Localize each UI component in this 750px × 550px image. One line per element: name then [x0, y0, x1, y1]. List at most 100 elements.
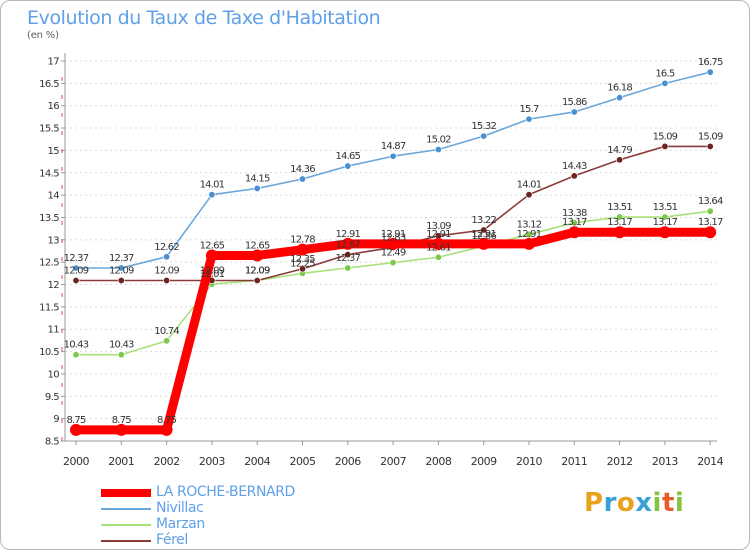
- data-point: [341, 237, 354, 250]
- data-label: 12.09: [200, 266, 225, 277]
- data-label: 14.79: [607, 145, 632, 156]
- data-label: 10.43: [64, 340, 89, 351]
- data-label: 12.09: [245, 266, 270, 277]
- logo-letter: i: [652, 488, 662, 518]
- data-label: 12.09: [245, 266, 270, 277]
- x-tick-label: 2011: [561, 455, 587, 468]
- data-point: [613, 226, 626, 239]
- data-label: 14.01: [517, 180, 542, 191]
- data-point: [117, 277, 125, 285]
- data-point: [115, 423, 128, 436]
- data-point: [525, 230, 533, 238]
- data-label: 10.43: [109, 340, 134, 351]
- x-tick-label: 2009: [471, 455, 497, 468]
- y-tick-label: 14.5: [39, 168, 59, 179]
- y-tick-label: 10: [47, 369, 59, 380]
- data-label: 8.75: [66, 415, 86, 426]
- y-tick-label: 14: [47, 191, 59, 202]
- x-tick-label: 2000: [63, 455, 89, 468]
- data-point: [568, 226, 581, 239]
- data-point: [298, 265, 306, 273]
- data-label: 12.86: [471, 231, 496, 242]
- data-label: 12.37: [64, 253, 89, 264]
- data-point: [344, 162, 352, 170]
- data-label: 12.37: [109, 253, 134, 264]
- data-label: 16.75: [698, 57, 723, 68]
- chart-title: Evolution du Taux de Taxe d'Habitation: [27, 7, 381, 29]
- data-point: [251, 249, 264, 262]
- data-label: 14.43: [562, 161, 587, 172]
- data-label: 8.75: [112, 415, 132, 426]
- y-tick-label: 12: [47, 280, 59, 291]
- data-label: 15.86: [562, 97, 587, 108]
- data-label: 12.91: [335, 229, 360, 240]
- data-point: [163, 253, 171, 261]
- y-tick-label: 15.5: [39, 124, 59, 135]
- y-tick-label: 9.5: [45, 392, 59, 403]
- y-tick-label: 15: [47, 146, 59, 157]
- legend-swatch: [101, 540, 151, 542]
- data-point: [706, 207, 714, 215]
- data-point: [253, 184, 261, 192]
- data-label: 13.17: [562, 217, 587, 228]
- data-label: 13.09: [426, 221, 451, 232]
- data-label: 12.65: [245, 240, 270, 251]
- data-label: 13.12: [517, 219, 542, 230]
- legend-label: Nivillac: [156, 500, 204, 516]
- data-label: 13.51: [607, 202, 632, 213]
- data-point: [523, 237, 535, 250]
- data-point: [616, 213, 624, 221]
- data-point: [570, 108, 578, 116]
- data-label: 13.64: [698, 196, 723, 207]
- data-label: 12.37: [335, 253, 360, 264]
- data-point: [706, 68, 714, 76]
- data-label: 12.09: [154, 266, 179, 277]
- data-point: [387, 237, 400, 250]
- legend-label: LA ROCHE-BERNARD: [156, 484, 295, 500]
- y-tick-label: 13.5: [39, 213, 59, 224]
- data-point: [480, 132, 488, 140]
- y-tick-label: 8.5: [45, 437, 59, 448]
- data-label: 8.75: [157, 415, 177, 426]
- data-point: [704, 226, 717, 239]
- data-point: [205, 249, 218, 262]
- data-label: 10.74: [154, 326, 179, 337]
- data-label: 12.67: [335, 240, 360, 251]
- data-point: [253, 277, 261, 285]
- data-point: [661, 79, 669, 87]
- legend-swatch: [101, 508, 151, 510]
- data-point: [72, 351, 80, 359]
- legend-item: LA ROCHE-BERNARD: [101, 484, 401, 500]
- data-label: 12.49: [381, 248, 406, 259]
- x-tick-label: 2003: [199, 455, 225, 468]
- data-label: 14.36: [290, 164, 315, 175]
- y-tick-label: 12.5: [39, 258, 59, 269]
- proxiti-logo: Proxiti: [584, 488, 684, 518]
- legend-item: Marzan: [101, 516, 401, 532]
- data-point: [616, 156, 624, 164]
- data-label: 13.51: [653, 202, 678, 213]
- x-tick-label: 2002: [154, 455, 180, 468]
- data-label: 12.91: [426, 229, 451, 240]
- data-label: 16.5: [655, 68, 675, 79]
- legend-label: Marzan: [156, 516, 205, 532]
- data-label: 16.18: [607, 83, 632, 94]
- legend-swatch: [101, 489, 151, 497]
- legend-item: Férel: [101, 532, 401, 548]
- data-point: [525, 191, 533, 199]
- data-point: [525, 115, 533, 123]
- data-point: [70, 423, 82, 436]
- data-label: 13.17: [653, 217, 678, 228]
- x-tick-label: 2005: [290, 455, 316, 468]
- data-label: 12.35: [290, 254, 315, 265]
- x-tick-label: 2013: [652, 455, 678, 468]
- data-label: 12.25: [290, 258, 315, 269]
- data-point: [616, 94, 624, 102]
- data-point: [160, 423, 173, 436]
- logo-letter: r: [603, 488, 617, 518]
- x-tick-label: 2008: [425, 455, 451, 468]
- data-point: [117, 264, 125, 272]
- data-label: 12.91: [471, 229, 496, 240]
- data-point: [344, 251, 352, 259]
- data-point: [344, 264, 352, 272]
